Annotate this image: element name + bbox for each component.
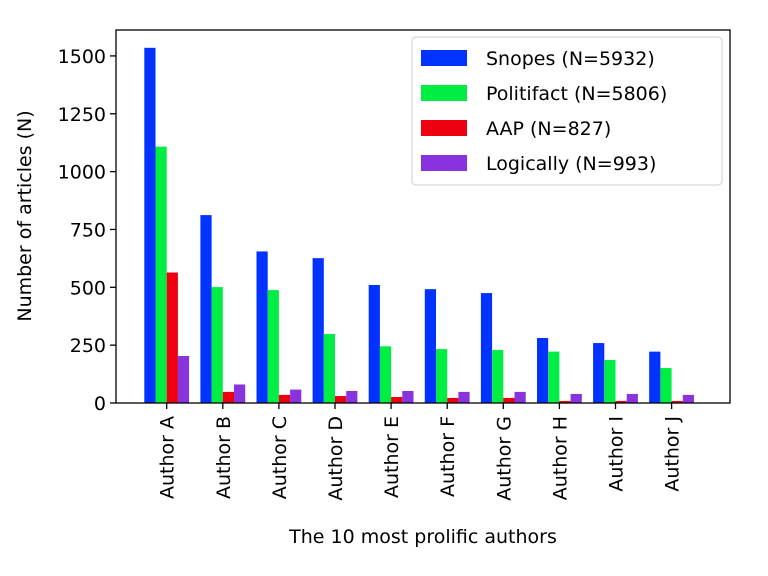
bar-logically-8 [626, 393, 638, 403]
bars-layer [144, 47, 694, 404]
bar-aap-0 [166, 272, 178, 403]
x-tick-label: Author H [549, 416, 571, 500]
bar-politifact-8 [604, 359, 616, 403]
bar-logically-2 [290, 389, 302, 403]
bar-snopes-2 [256, 251, 268, 403]
x-tick-label: Author F [437, 416, 459, 497]
bar-politifact-7 [548, 351, 560, 403]
bar-snopes-6 [480, 293, 493, 403]
bar-logically-9 [682, 394, 694, 403]
legend-label: Logically (N=993) [486, 153, 656, 175]
bar-snopes-7 [537, 337, 549, 403]
x-tick-label: Author J [662, 416, 684, 492]
legend-label: Politifact (N=5806) [486, 83, 667, 105]
bar-politifact-6 [492, 350, 504, 403]
bar-logically-6 [514, 391, 526, 403]
legend-box [411, 36, 723, 186]
bar-aap-5 [447, 397, 459, 403]
bar-logically-0 [177, 356, 190, 403]
bar-snopes-8 [593, 343, 605, 403]
legend-swatch [421, 50, 467, 66]
bar-politifact-4 [379, 346, 392, 403]
bar-snopes-1 [200, 215, 212, 403]
y-axis: 0 250 500 750 1000 1250 1500 [58, 46, 116, 415]
bar-aap-1 [222, 391, 234, 403]
legend-swatch [421, 155, 467, 171]
bar-logically-3 [346, 390, 358, 403]
x-tick-label: Author I [606, 416, 628, 492]
bar-logically-7 [570, 393, 582, 403]
y-tick-label: 250 [70, 335, 106, 357]
bar-snopes-4 [368, 284, 380, 403]
bar-aap-9 [671, 400, 683, 403]
y-tick-label: 1000 [58, 162, 106, 184]
bar-logically-4 [402, 390, 414, 403]
x-tick-label: Author G [493, 416, 515, 501]
bar-snopes-0 [144, 47, 156, 404]
bar-aap-3 [335, 396, 347, 403]
legend: Snopes (N=5932) Politifact (N=5806) AAP (N… [411, 36, 723, 186]
legend-swatch [421, 85, 467, 101]
y-tick-label: 1250 [58, 104, 106, 126]
bar-aap-2 [278, 394, 291, 403]
x-axis: Author A Author B Author C Author D Author E… [157, 403, 684, 501]
x-tick-label: Author A [157, 416, 179, 499]
x-tick-label: Author D [325, 416, 347, 501]
bar-politifact-0 [155, 146, 167, 403]
y-tick-label: 1500 [58, 46, 106, 68]
y-tick-label: 0 [94, 393, 106, 415]
legend-swatch [421, 120, 467, 136]
bar-politifact-1 [211, 287, 223, 403]
x-axis-label: The 10 most prolific authors [288, 526, 557, 548]
x-tick-label: Author E [381, 416, 403, 498]
y-tick-label: 750 [70, 219, 106, 241]
bar-aap-8 [615, 400, 627, 403]
plot-frame [115, 29, 731, 404]
bar-politifact-9 [660, 368, 672, 403]
legend-label: AAP (N=827) [486, 118, 611, 140]
bar-snopes-9 [649, 351, 661, 403]
bar-logically-1 [234, 384, 246, 403]
y-axis-label: Number of articles (N) [14, 110, 36, 321]
x-tick-label: Author C [269, 416, 291, 499]
bar-snopes-3 [312, 258, 324, 403]
x-tick-label: Author B [213, 416, 235, 499]
bar-aap-7 [559, 400, 571, 403]
bar-aap-6 [503, 397, 515, 403]
y-tick-label: 500 [70, 277, 106, 299]
bar-politifact-5 [436, 349, 448, 403]
bar-aap-4 [391, 396, 403, 403]
legend-label: Snopes (N=5932) [486, 48, 655, 70]
bar-politifact-2 [267, 290, 279, 403]
bar-snopes-5 [424, 289, 436, 403]
bar-politifact-3 [323, 334, 335, 403]
bar-logically-5 [458, 391, 470, 403]
